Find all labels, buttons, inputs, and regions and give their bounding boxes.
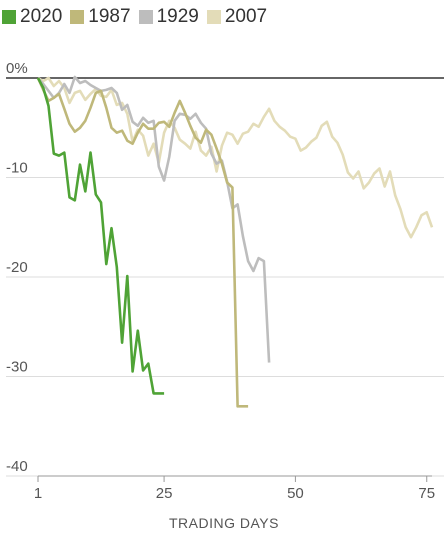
legend-swatch-1987 xyxy=(70,10,85,24)
y-tick-label: -10 xyxy=(6,160,28,177)
legend-label-2007: 2007 xyxy=(224,6,268,27)
y-tick-label: -20 xyxy=(6,259,28,276)
legend-item-1987: 1987 xyxy=(70,6,131,28)
series-line-2020 xyxy=(36,77,165,395)
y-axis-labels: 0% -10 -20 -30 -40 xyxy=(6,60,28,475)
series-line-1987 xyxy=(36,77,249,408)
legend-item-1929: 1929 xyxy=(138,6,199,28)
series-lines xyxy=(36,75,434,408)
legend-label-1929: 1929 xyxy=(156,6,199,27)
x-axis: 1 25 50 75 xyxy=(34,475,435,502)
series-line-2007 xyxy=(37,76,434,239)
x-tick-label: 1 xyxy=(34,485,42,502)
legend-swatch-2007 xyxy=(206,10,221,24)
x-tick-label: 25 xyxy=(156,485,173,502)
x-tick-label: 50 xyxy=(287,485,304,502)
legend: 2020 1987 1929 2007 xyxy=(2,6,275,28)
legend-label-1987: 1987 xyxy=(88,6,131,27)
x-axis-title: TRADING DAYS xyxy=(169,515,279,531)
legend-label-2020: 2020 xyxy=(20,6,63,27)
legend-swatch-1929 xyxy=(138,10,153,24)
y-tick-label: 0% xyxy=(6,60,28,77)
legend-swatch-2020 xyxy=(2,10,16,24)
series-line-1929 xyxy=(37,75,271,363)
y-tick-label: -40 xyxy=(6,458,28,475)
legend-item-2020: 2020 xyxy=(2,6,62,28)
x-tick-label: 75 xyxy=(418,485,435,502)
legend-item-2007: 2007 xyxy=(206,6,268,28)
y-tick-label: -30 xyxy=(6,359,28,376)
